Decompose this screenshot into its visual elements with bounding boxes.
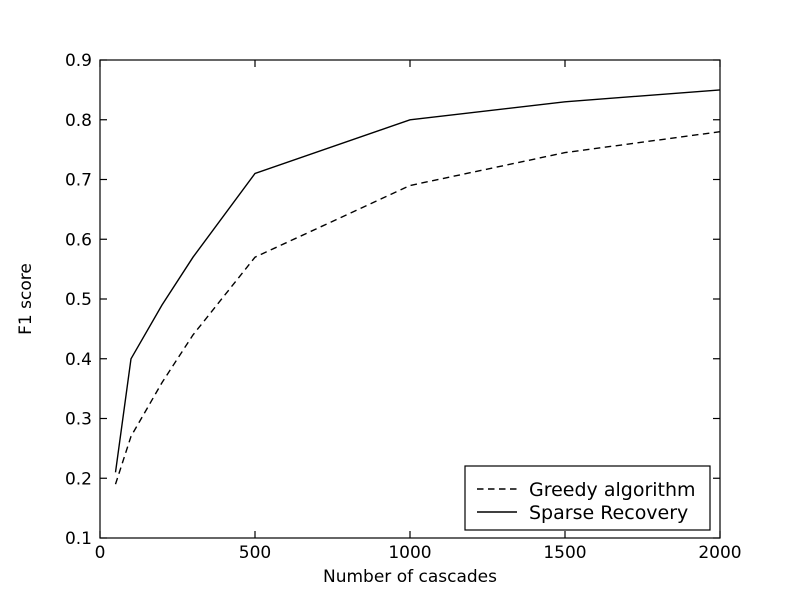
x-axis-ticks: 0 500 1000 1500 2000 (95, 60, 742, 563)
y-axis-ticks: 0.1 0.2 0.3 0.4 0.5 0.6 0.7 0.8 0.9 (65, 51, 720, 549)
legend-entry-sparse-recovery: Sparse Recovery (477, 502, 688, 524)
greedy-algorithm-legend-label: Greedy algorithm (529, 479, 696, 501)
y-tick-label: 0.7 (65, 171, 92, 191)
legend-box (464, 465, 711, 531)
greedy-algorithm-line (114, 131, 721, 485)
y-tick-label: 0.2 (65, 469, 92, 489)
x-tick-label: 500 (239, 543, 271, 563)
legend-entry-greedy-algorithm: Greedy algorithm (477, 479, 696, 501)
sparse-recovery-legend-label: Sparse Recovery (529, 502, 688, 524)
y-tick-label: 0.6 (65, 230, 92, 250)
y-tick-label: 0.4 (65, 350, 92, 370)
y-axis-title: F1 score (16, 263, 36, 335)
x-axis-title: Number of cascades (323, 567, 497, 587)
x-tick-label: 1000 (388, 543, 431, 563)
y-tick-label: 0.5 (65, 290, 92, 310)
x-tick-label: 2000 (698, 543, 741, 563)
y-tick-label: 0.1 (65, 529, 92, 549)
y-tick-label: 0.8 (65, 111, 92, 131)
y-tick-label: 0.3 (65, 410, 92, 430)
y-tick-label: 0.9 (65, 51, 92, 71)
chart-content: 0 500 1000 1500 2000 0.1 0.2 0.3 0.4 0.5 0.6 0.7 0.8… (65, 51, 742, 563)
x-tick-label: 1500 (543, 543, 586, 563)
x-tick-label: 0 (95, 543, 106, 563)
sparse-recovery-line (114, 89, 721, 473)
